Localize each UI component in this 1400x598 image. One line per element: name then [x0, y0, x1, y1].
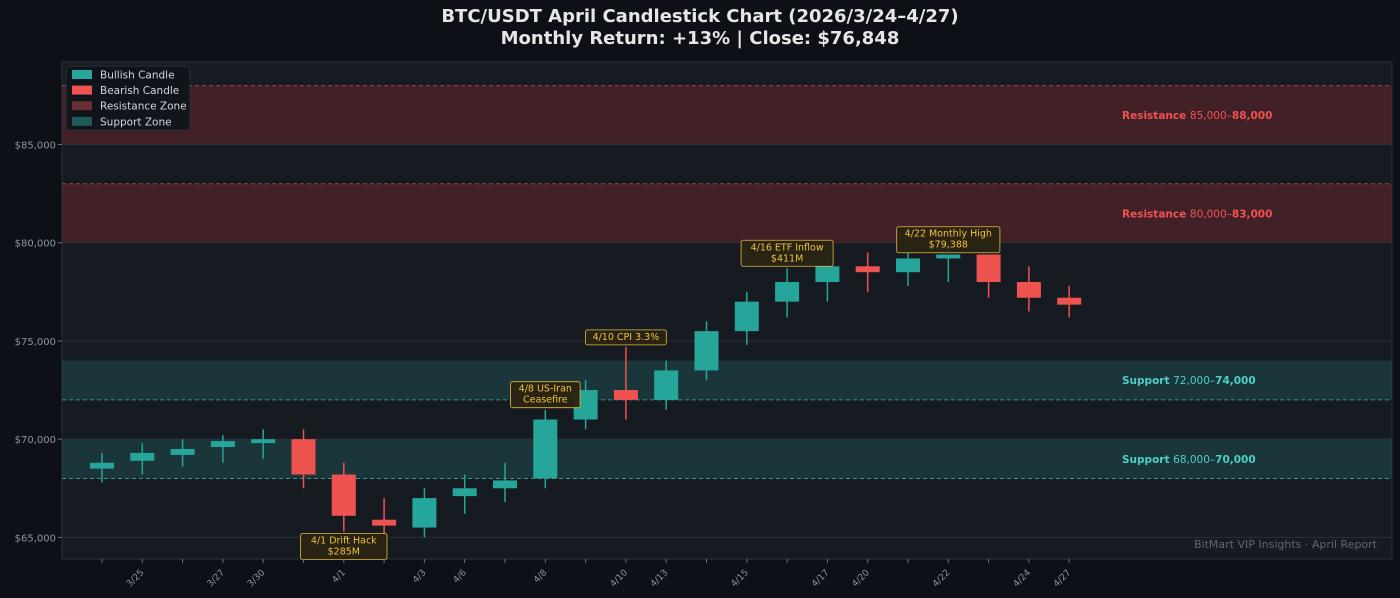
chart-subtitle: Monthly Return: +13% | Close: $76,848 [500, 28, 900, 49]
bullish-candle [533, 419, 558, 479]
bullish-candle [936, 254, 961, 259]
y-tick-label: $80,000 [15, 239, 56, 250]
bullish-candle [694, 331, 719, 371]
x-tick-label: 4/13 [649, 568, 670, 589]
resistance-zone-label: Resistance 85,000–88,000 [1122, 110, 1272, 122]
annotation-box [896, 226, 1001, 254]
bullish-candle [90, 462, 114, 469]
annotation-box [585, 329, 667, 346]
annotation-text: $79,388 [929, 240, 968, 251]
y-tick-label: $85,000 [15, 141, 56, 152]
x-tick-label: 4/6 [452, 568, 470, 586]
bullish-candle [210, 441, 235, 448]
legend-swatch [72, 101, 92, 111]
resistance-zone-2 [62, 183, 1392, 243]
support-zone-3 [62, 360, 1392, 400]
x-tick-label: 4/1 [331, 568, 348, 585]
bearish-candle [1016, 282, 1041, 298]
candles-layer [90, 252, 1082, 538]
bullish-candle [734, 301, 759, 332]
x-tick-label: 3/27 [206, 568, 227, 589]
bullish-candle [775, 282, 800, 302]
x-tick-label: 4/8 [532, 568, 550, 586]
annotation-text: 4/22 Monthly High [905, 229, 992, 240]
y-tick-label: $65,000 [15, 533, 56, 544]
x-tick-label: 4/22 [931, 568, 952, 589]
x-tick-label: 4/10 [609, 568, 631, 590]
annotation-text: $285M [328, 546, 360, 557]
x-tick-label: 3/25 [125, 568, 146, 589]
bearish-candle [976, 254, 1001, 283]
legend-label: Bearish Candle [100, 85, 179, 97]
y-tick-label: $75,000 [15, 337, 56, 348]
bullish-candle [412, 498, 437, 528]
legend-label: Resistance Zone [100, 101, 187, 113]
watermark: BitMart VIP Insights · April Report [1194, 538, 1378, 551]
bullish-candle [170, 448, 195, 455]
bearish-candle [1057, 297, 1082, 305]
zone-labels-layer: Resistance 85,000–88,000 Resistance 80,00… [1122, 110, 1272, 466]
zones-layer [62, 85, 1392, 479]
legend-box [65, 65, 191, 131]
x-tick-label: 4/15 [730, 568, 751, 589]
annotation-text: 4/16 ETF Inflow [751, 242, 824, 253]
legend: Bullish Candle Bearish Candle Resistance Z… [65, 65, 191, 131]
legend-label: Support Zone [100, 116, 172, 128]
bullish-candle [130, 452, 155, 461]
bearish-candle [613, 390, 638, 400]
bullish-candle [493, 480, 517, 489]
bullish-candle [815, 266, 840, 283]
chart-title-block: BTC/USDT April Candlestick Chart (2026/3… [0, 6, 1400, 50]
x-tick-label: 4/17 [810, 568, 831, 589]
y-tick-label: $70,000 [15, 435, 56, 446]
bullish-candle [452, 488, 477, 497]
annotation-box [740, 239, 834, 267]
bullish-candle [251, 439, 276, 444]
annotation-text: Ceasefire [523, 395, 568, 406]
bearish-candle [372, 519, 397, 526]
bullish-candle [654, 370, 679, 400]
annotation-text: 4/8 US-Iran [519, 384, 572, 395]
x-tick-label: 4/27 [1052, 568, 1073, 589]
chart-title: BTC/USDT April Candlestick Chart (2026/3… [441, 6, 959, 27]
x-tick-label: 4/3 [411, 568, 428, 585]
support-zone-4 [62, 439, 1392, 479]
annotation-box [510, 381, 581, 409]
annotation-text: 4/1 Drift Hack [311, 535, 377, 546]
legend-swatch [72, 85, 92, 95]
x-tick-label: 3/30 [246, 568, 268, 590]
annotation-text: 4/10 CPI 3.3% [593, 332, 660, 343]
annotation-text: $411M [771, 253, 803, 264]
x-tick-label: 4/20 [850, 568, 872, 590]
support-zone-label: Support 68,000–70,000 [1122, 454, 1256, 466]
x-tick-label: 4/24 [1012, 568, 1034, 590]
bearish-candle [291, 439, 316, 475]
legend-swatch [72, 70, 92, 79]
bearish-candle [855, 266, 880, 273]
grid-layer [62, 144, 1392, 538]
bearish-candle [331, 474, 356, 516]
legend-label: Bullish Candle [100, 70, 175, 82]
resistance-zone-1 [62, 85, 1392, 145]
legend-swatch [72, 116, 92, 126]
bullish-candle [896, 258, 920, 273]
support-zone-label: Support 72,000–74,000 [1122, 375, 1256, 387]
resistance-zone-label: Resistance 80,000–83,000 [1122, 208, 1272, 220]
